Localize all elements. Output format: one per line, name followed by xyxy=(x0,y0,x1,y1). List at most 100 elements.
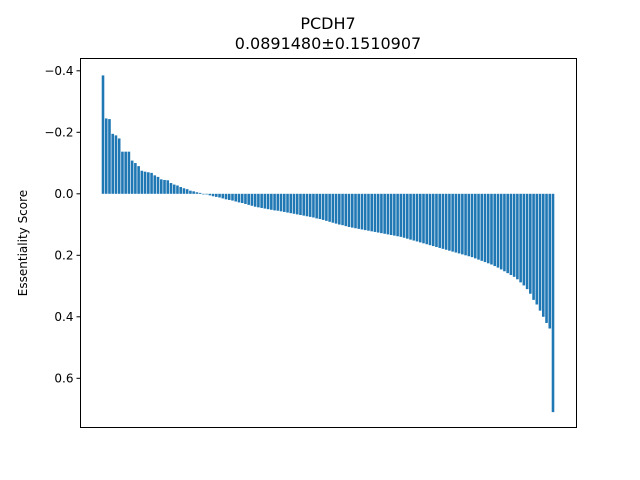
bar xyxy=(402,193,406,238)
bar xyxy=(331,193,335,223)
bar xyxy=(363,193,367,231)
bar xyxy=(101,75,105,194)
bar-series xyxy=(101,75,555,413)
bar xyxy=(140,170,144,194)
bar xyxy=(461,193,464,255)
bar xyxy=(328,193,331,222)
bar xyxy=(315,193,318,219)
bar xyxy=(441,193,445,249)
bar xyxy=(153,175,157,194)
bar xyxy=(496,193,500,268)
bar xyxy=(499,193,503,270)
bar xyxy=(418,193,422,243)
bar xyxy=(247,193,250,205)
bar xyxy=(486,193,490,264)
bar xyxy=(108,119,111,194)
bar xyxy=(474,193,477,259)
y-tick-label: 0.4 xyxy=(54,310,73,324)
bar xyxy=(270,193,273,210)
bar xyxy=(130,160,134,194)
bar xyxy=(176,185,179,194)
bar xyxy=(448,193,451,251)
bar xyxy=(215,193,218,197)
bar xyxy=(516,193,519,280)
bar xyxy=(503,193,506,272)
bar xyxy=(541,193,545,317)
bar xyxy=(231,193,234,201)
bar xyxy=(451,193,454,252)
bar xyxy=(159,179,163,194)
bar xyxy=(253,193,257,207)
bar xyxy=(412,193,416,241)
bar xyxy=(425,193,429,245)
bar xyxy=(409,193,412,240)
bar xyxy=(354,193,357,229)
bar xyxy=(279,193,283,212)
bar xyxy=(114,135,118,194)
bar xyxy=(399,193,403,237)
chart-title: PCDH7 xyxy=(300,14,355,33)
bar xyxy=(522,193,526,286)
y-tick-label: −0.2 xyxy=(44,125,73,139)
bar xyxy=(551,193,555,413)
bar xyxy=(483,193,487,263)
bar xyxy=(470,193,474,258)
bar xyxy=(292,193,296,214)
bar xyxy=(205,193,208,195)
bar xyxy=(104,118,108,194)
bar xyxy=(234,193,238,202)
bar xyxy=(202,193,205,195)
bar xyxy=(185,189,189,194)
bar xyxy=(263,193,267,209)
bar xyxy=(535,193,539,305)
bar xyxy=(147,172,150,194)
bar xyxy=(344,193,348,227)
bar xyxy=(250,193,254,206)
bar xyxy=(529,193,532,294)
bar xyxy=(299,193,302,216)
bar xyxy=(260,193,263,208)
bar xyxy=(428,193,432,246)
bar xyxy=(240,193,244,204)
bar xyxy=(163,179,166,194)
bar xyxy=(367,193,370,231)
bar xyxy=(325,193,328,221)
bar xyxy=(308,193,312,217)
bar xyxy=(179,187,182,194)
bar xyxy=(350,193,354,228)
bar xyxy=(150,172,153,194)
bar xyxy=(276,193,280,211)
bar xyxy=(376,193,380,233)
bar xyxy=(357,193,361,229)
bar xyxy=(477,193,480,260)
bar xyxy=(182,188,186,194)
bar xyxy=(347,193,351,228)
bar xyxy=(273,193,276,211)
y-tick-label: 0.0 xyxy=(54,187,73,201)
bar xyxy=(224,193,228,200)
bar xyxy=(383,193,386,234)
bar xyxy=(464,193,467,256)
bar xyxy=(169,183,173,194)
bar xyxy=(415,193,419,242)
bar xyxy=(393,193,396,236)
bar xyxy=(137,166,140,194)
bar xyxy=(493,193,497,267)
bar xyxy=(509,193,513,275)
bar xyxy=(312,193,315,218)
bar xyxy=(435,193,438,247)
bar xyxy=(195,192,199,194)
bar xyxy=(166,180,170,194)
bar xyxy=(124,151,127,194)
bar xyxy=(438,193,441,248)
bar xyxy=(538,193,542,311)
bar xyxy=(257,193,260,208)
bar xyxy=(295,193,299,215)
bar xyxy=(360,193,364,230)
bar xyxy=(172,184,176,194)
bar xyxy=(431,193,435,247)
bar xyxy=(318,193,322,220)
bar xyxy=(189,190,192,194)
bar xyxy=(454,193,458,253)
bar xyxy=(386,193,390,235)
